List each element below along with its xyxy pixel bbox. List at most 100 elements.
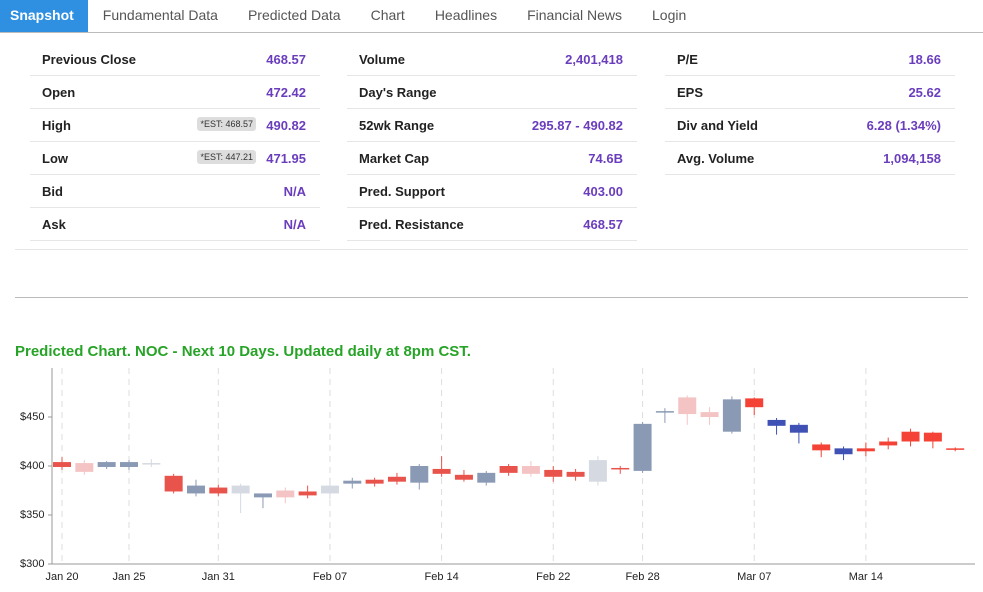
candle-body xyxy=(611,467,630,470)
stat-label: Pred. Support xyxy=(359,184,445,199)
tab[interactable]: Snapshot xyxy=(0,0,88,32)
candle-body xyxy=(879,441,898,446)
x-tick-label: Mar 07 xyxy=(737,571,771,583)
candle-body xyxy=(678,397,697,415)
stats-row: Bid N/A xyxy=(30,175,320,208)
stat-value: 468.57 xyxy=(266,52,306,67)
stat-value: 403.00 xyxy=(583,184,623,199)
tab[interactable]: Headlines xyxy=(434,7,498,23)
x-tick-label: Feb 14 xyxy=(424,571,458,583)
stats-row: Open 472.42 xyxy=(30,76,320,109)
stat-value: 295.87 - 490.82 xyxy=(531,118,623,133)
x-tick-label: Feb 07 xyxy=(313,571,347,583)
candle-body xyxy=(231,485,250,494)
stats-row: High 490.82 *EST: 468.57 xyxy=(30,109,320,142)
stat-label: Previous Close xyxy=(42,52,136,67)
stat-label: 52wk Range xyxy=(359,118,435,133)
tab-bar: Snapshot Fundamental Data Predicted Data Ch… xyxy=(0,0,983,33)
divider xyxy=(15,297,968,298)
stat-label: Volume xyxy=(359,52,405,67)
tab[interactable]: Login xyxy=(652,7,687,23)
stat-label: Avg. Volume xyxy=(677,151,755,166)
candle-body xyxy=(722,399,741,432)
candle-body xyxy=(410,466,429,483)
candle-body xyxy=(164,475,183,492)
y-tick-label: $350 xyxy=(20,509,44,521)
x-tick-label: Jan 25 xyxy=(112,571,145,583)
stat-label: Low xyxy=(42,151,68,166)
stat-label: Day's Range xyxy=(359,85,437,100)
stats-row: 52wk Range 295.87 - 490.82 xyxy=(347,109,637,142)
stat-value: 490.82 xyxy=(266,118,306,133)
candle-body xyxy=(856,448,875,452)
stat-label: Bid xyxy=(42,184,63,199)
chart-title: Predicted Chart. NOC - Next 10 Days. Upd… xyxy=(15,343,471,360)
y-tick-label: $400 xyxy=(20,460,44,472)
candle-body xyxy=(946,448,965,450)
stat-value: 472.42 xyxy=(266,85,306,100)
stats-row: P/E 18.66 xyxy=(665,43,955,76)
candle-body xyxy=(812,444,831,451)
candle-body xyxy=(209,487,228,494)
candle-body xyxy=(454,474,473,480)
stat-label: Market Cap xyxy=(359,151,430,166)
stat-value: 25.62 xyxy=(908,85,941,100)
estimate-badge: *EST: 468.57 xyxy=(197,117,256,131)
candle-body xyxy=(387,476,406,482)
candle-body xyxy=(253,493,272,498)
candle-body xyxy=(521,466,540,474)
candle-body xyxy=(789,424,808,433)
stat-value: 2,401,418 xyxy=(565,52,623,67)
divider xyxy=(15,249,968,250)
candle-body xyxy=(655,411,674,413)
tab[interactable]: Predicted Data xyxy=(247,7,341,23)
candle-body xyxy=(432,468,451,474)
stat-value: N/A xyxy=(283,184,306,199)
candle-body xyxy=(276,490,295,498)
stats-row: Pred. Resistance 468.57 xyxy=(347,208,637,241)
x-tick-label: Jan 20 xyxy=(45,571,78,583)
candle-body xyxy=(53,462,71,467)
candle-body xyxy=(320,485,339,494)
stat-label: EPS xyxy=(677,85,704,100)
candle-body xyxy=(499,466,518,473)
x-tick-label: Feb 28 xyxy=(625,571,659,583)
stats-row: Previous Close 468.57 xyxy=(30,43,320,76)
candle-body xyxy=(477,472,496,483)
candle-body xyxy=(142,463,161,465)
candle-body xyxy=(119,462,138,467)
stats-row: EPS 25.62 xyxy=(665,76,955,109)
tab[interactable]: Financial News xyxy=(527,7,623,23)
stats-row: Avg. Volume 1,094,158 xyxy=(665,142,955,175)
candle-body xyxy=(298,491,317,496)
stat-label: Pred. Resistance xyxy=(359,217,464,232)
candle-body xyxy=(588,460,607,482)
stat-label: Div and Yield xyxy=(677,118,758,133)
candle-body xyxy=(365,479,384,484)
stats-row: Ask N/A xyxy=(30,208,320,241)
candle-body xyxy=(834,448,853,455)
stats-row: Day's Range xyxy=(347,76,637,109)
candle-body xyxy=(544,469,563,477)
tab[interactable]: Fundamental Data xyxy=(102,7,218,23)
candle-body xyxy=(75,463,94,472)
estimate-badge: *EST: 447.21 xyxy=(197,150,256,164)
stats-column: Volume 2,401,418 Day's Range 52wk Range 295.… xyxy=(347,43,637,241)
candle-body xyxy=(186,485,205,494)
stats-row: Market Cap 74.6B xyxy=(347,142,637,175)
candle-body xyxy=(97,462,116,467)
candle-body xyxy=(901,431,920,442)
candle-body xyxy=(700,412,719,417)
stat-value: 1,094,158 xyxy=(883,151,941,166)
stat-value: 74.6B xyxy=(588,151,623,166)
x-tick-label: Mar 14 xyxy=(849,571,883,583)
stats-row: Pred. Support 403.00 xyxy=(347,175,637,208)
tab[interactable]: Chart xyxy=(370,7,405,23)
y-tick-label: $450 xyxy=(20,411,44,423)
stat-label: High xyxy=(42,118,71,133)
x-tick-label: Feb 22 xyxy=(536,571,570,583)
stat-value: 6.28 (1.34%) xyxy=(866,118,941,133)
stat-label: Ask xyxy=(42,217,66,232)
y-tick-label: $300 xyxy=(20,558,44,570)
